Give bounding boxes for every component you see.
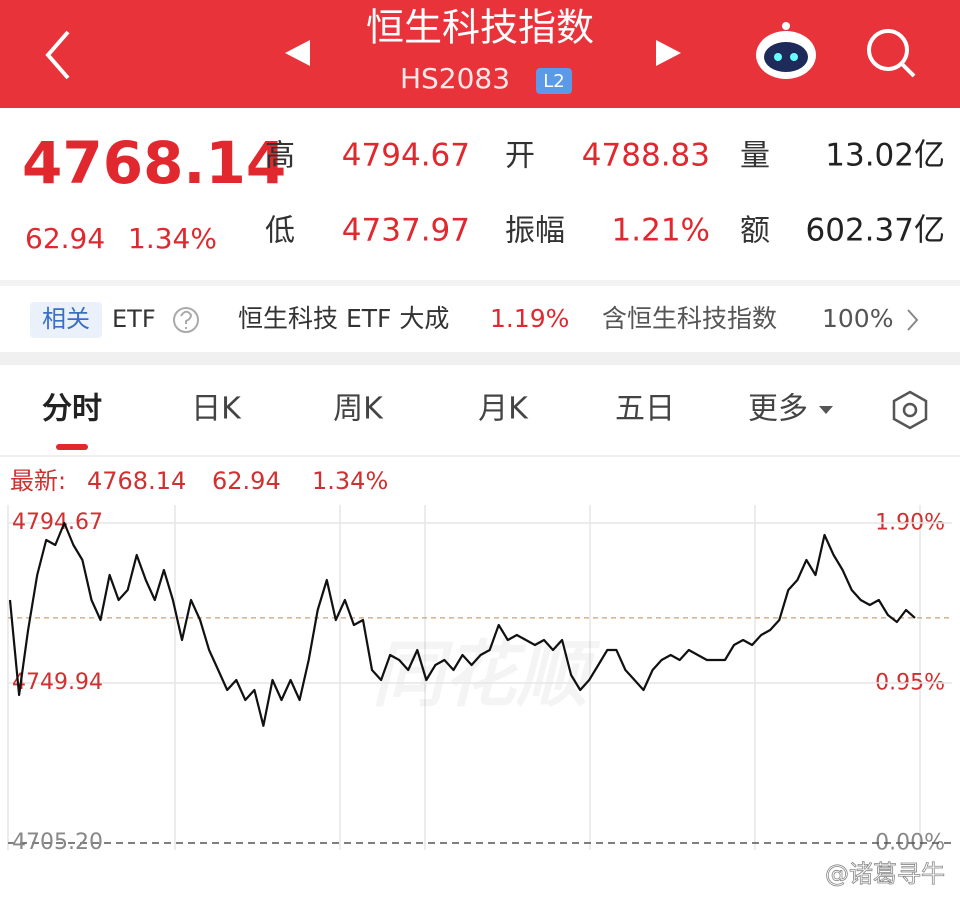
footer-credit: @诸葛寻牛 (825, 860, 945, 888)
stat-value: 13.02亿 (825, 138, 945, 174)
settings-icon[interactable] (892, 390, 928, 430)
tab[interactable]: 月K (478, 392, 529, 427)
latest-price: 4768.14 (87, 467, 186, 495)
stat-label: 高 (265, 139, 295, 174)
stat-value: 4788.83 (582, 138, 710, 174)
stat-value: 602.37亿 (806, 213, 945, 249)
tab[interactable]: 分时 (42, 392, 102, 427)
stat-value: 1.21% (612, 213, 710, 249)
y-tick-label: 4749.94 (12, 670, 103, 695)
etf-change: 1.19% (490, 304, 569, 333)
etf-tag: 相关 (42, 305, 90, 333)
etf-name[interactable]: 恒生科技 ETF 大成 (238, 304, 449, 333)
etf-tag-bg (30, 302, 102, 338)
back-button[interactable] (45, 30, 70, 80)
latest-change: 62.94 (212, 467, 281, 495)
tab[interactable]: 日K (191, 392, 242, 427)
watermark: 同花顺 (372, 633, 601, 717)
stat-label: 量 (740, 139, 770, 174)
y-tick-label: 4705.20 (12, 830, 103, 855)
change: 62.94 (25, 222, 105, 255)
stat-label: 振幅 (505, 214, 565, 249)
etf-weight: 100% (822, 304, 893, 333)
search-icon[interactable] (867, 29, 916, 78)
etf-label: ETF (112, 305, 156, 333)
tab[interactable]: 更多 (748, 392, 808, 427)
prev-button[interactable] (285, 40, 310, 66)
latest-pct: 1.34% (312, 467, 388, 495)
help-icon[interactable] (173, 307, 199, 333)
y-tick-label: 4794.67 (12, 510, 103, 535)
change-pct: 1.34% (128, 222, 217, 255)
robot-icon[interactable] (756, 22, 816, 79)
stat-value: 4737.97 (342, 213, 470, 249)
badge: L2 (543, 71, 564, 92)
settings-icon-center (902, 402, 918, 418)
latest-label: 最新: (10, 467, 66, 495)
next-button[interactable] (656, 40, 681, 66)
divider (0, 280, 960, 286)
stat-label: 开 (505, 139, 535, 174)
divider (0, 352, 960, 365)
code: HS2083 (400, 62, 510, 95)
price-line-series (8, 521, 916, 727)
etf-contains: 含恒生科技指数 (602, 304, 777, 333)
tab[interactable]: 周K (333, 392, 384, 427)
title: 恒生科技指数 (366, 6, 594, 50)
etf-chevron[interactable] (907, 309, 919, 331)
badge-bg (536, 68, 572, 94)
stat-value: 4794.67 (342, 138, 470, 174)
price: 4768.14 (22, 129, 286, 197)
tab-underline (56, 444, 88, 450)
stat-label: 低 (265, 214, 295, 249)
more-arrow (819, 406, 833, 414)
stat-label: 额 (740, 214, 770, 249)
tab[interactable]: 五日 (615, 392, 675, 427)
